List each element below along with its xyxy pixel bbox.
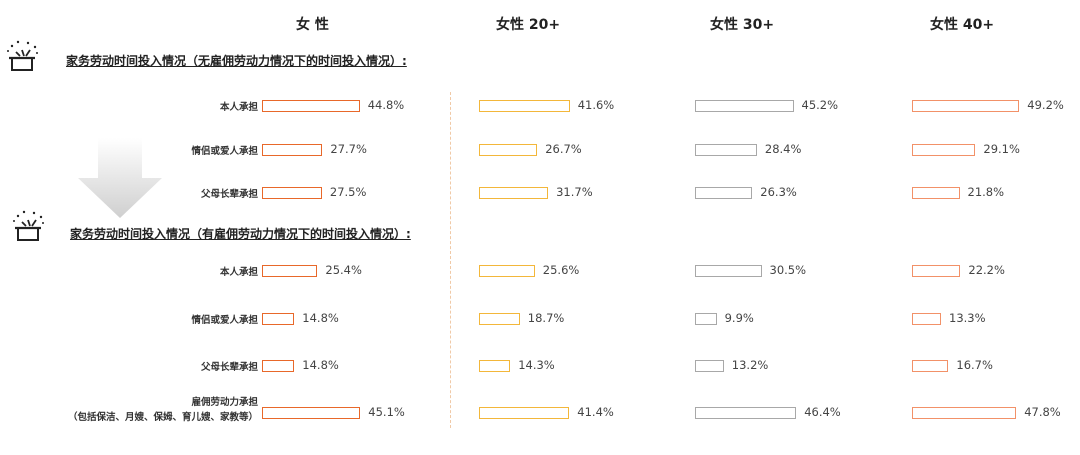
bar-female-30-g0-r1	[695, 144, 757, 156]
bar-female-30-g0-r2	[695, 187, 753, 199]
column-header-female-20: 女性 20+	[496, 17, 561, 33]
value-label-female-40-g0-r2: 21.8%	[967, 185, 1005, 199]
column-header-female-30: 女性 30+	[710, 17, 775, 33]
value-label-female-40-g0-r1: 29.1%	[983, 142, 1020, 156]
bar-female-20-g0-r2	[479, 187, 549, 199]
value-label-female-30-g1-r1: 9.9%	[724, 311, 754, 325]
value-label-female-30-g0-r2: 26.3%	[760, 185, 797, 199]
bar-female-20-g1-r0	[479, 265, 535, 277]
value-label-female-30-g1-r2: 13.2%	[731, 358, 769, 372]
bar-female-20-g1-r2	[479, 360, 511, 372]
value-label-female-40-g1-r1: 13.3%	[949, 311, 986, 325]
bar-female-g0-r2	[262, 187, 322, 199]
value-label-female-g1-r1: 14.8%	[302, 311, 339, 325]
value-label-female-20-g0-r2: 31.7%	[556, 185, 593, 199]
section-title-no-hired-help: 家务劳动时间投入情况（无雇佣劳动力情况下的时间投入情况）:	[66, 54, 407, 68]
bar-female-g1-r0	[262, 265, 318, 277]
bar-female-g1-r1	[262, 313, 295, 325]
value-label-female-40-g1-r3: 47.8%	[1024, 405, 1061, 419]
value-label-female-30-g1-r0: 30.5%	[769, 263, 807, 277]
category-label: 父母长辈承担	[200, 189, 258, 200]
value-label-female-g1-r0: 25.4%	[325, 263, 362, 277]
value-label-female-g1-r3: 45.1%	[368, 405, 405, 419]
value-label-female-40-g1-r2: 16.7%	[956, 358, 993, 372]
bar-female-20-g0-r0	[479, 100, 570, 112]
value-label-female-g0-r0: 44.8%	[367, 98, 405, 112]
bar-female-40-g1-r3	[912, 407, 1017, 419]
bar-female-20-g1-r1	[479, 313, 520, 325]
value-label-female-g0-r2: 27.5%	[329, 185, 367, 199]
category-label: 父母长辈承担	[200, 362, 258, 373]
category-label: 雇佣劳动力承担	[191, 397, 258, 408]
section-title-with-hired-help: 家务劳动时间投入情况（有雇佣劳动力情况下的时间投入情况）:	[70, 227, 411, 241]
value-label-female-40-g1-r0: 22.2%	[968, 263, 1005, 277]
cooking-pot-sparkle-icon	[7, 40, 38, 71]
value-label-female-20-g1-r0: 25.6%	[542, 263, 580, 277]
value-label-female-20-g1-r3: 41.4%	[577, 405, 614, 419]
value-label-female-g0-r1: 27.7%	[330, 142, 367, 156]
column-header-female: 女 性	[296, 17, 329, 33]
category-label: 情侣或爱人承担	[191, 315, 258, 326]
bar-female-40-g0-r1	[912, 144, 976, 156]
bar-female-30-g1-r3	[695, 407, 797, 419]
bar-female-40-g1-r2	[912, 360, 949, 372]
cooking-pot-sparkle-icon	[13, 210, 44, 241]
bar-female-30-g1-r1	[695, 313, 717, 325]
value-label-female-30-g0-r0: 45.2%	[801, 98, 839, 112]
value-label-female-20-g1-r1: 18.7%	[527, 311, 565, 325]
value-label-female-20-g1-r2: 14.3%	[518, 358, 555, 372]
down-arrow-icon	[78, 138, 162, 218]
bar-female-40-g1-r0	[912, 265, 961, 277]
bar-female-40-g0-r2	[912, 187, 960, 199]
value-label-female-40-g0-r0: 49.2%	[1027, 98, 1064, 112]
bar-female-40-g0-r0	[912, 100, 1020, 112]
value-label-female-20-g0-r0: 41.6%	[577, 98, 615, 112]
category-label: 本人承担	[219, 267, 258, 278]
bar-female-g1-r3	[262, 407, 361, 419]
bar-female-30-g1-r0	[695, 265, 762, 277]
bar-female-g1-r2	[262, 360, 295, 372]
bar-female-40-g1-r1	[912, 313, 941, 325]
bar-female-30-g1-r2	[695, 360, 724, 372]
bar-female-30-g0-r0	[695, 100, 794, 112]
column-header-female-40: 女性 40+	[930, 17, 995, 33]
bar-female-g0-r1	[262, 144, 323, 156]
value-label-female-g1-r2: 14.8%	[302, 358, 339, 372]
column-divider	[450, 92, 451, 428]
value-label-female-30-g0-r1: 28.4%	[764, 142, 802, 156]
value-label-female-20-g0-r1: 26.7%	[545, 142, 582, 156]
category-label: 情侣或爱人承担	[191, 146, 258, 157]
value-label-female-30-g1-r3: 46.4%	[804, 405, 841, 419]
category-sublabel: （包括保洁、月嫂、保姆、育儿嫂、家教等）	[67, 412, 258, 423]
bar-female-g0-r0	[262, 100, 360, 112]
bar-female-20-g1-r3	[479, 407, 570, 419]
category-label: 本人承担	[219, 102, 258, 113]
bar-female-20-g0-r1	[479, 144, 538, 156]
